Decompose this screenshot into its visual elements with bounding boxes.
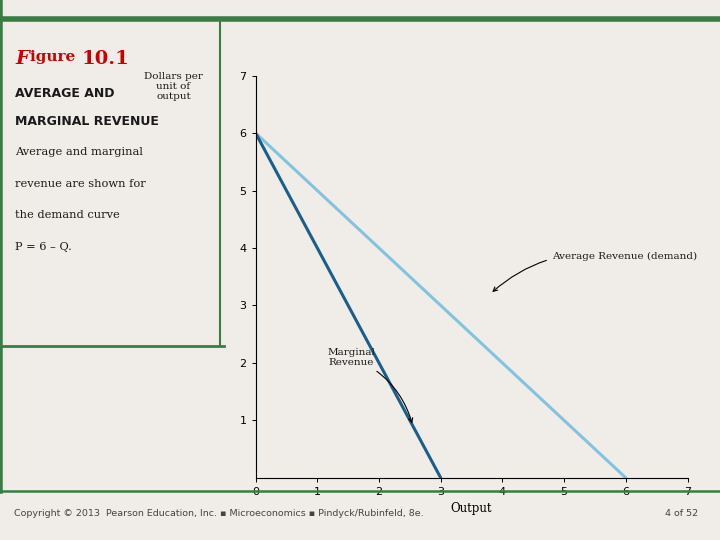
X-axis label: Output: Output <box>451 503 492 516</box>
Text: igure: igure <box>30 50 86 64</box>
Text: P = 6 – Q.: P = 6 – Q. <box>15 241 72 252</box>
Text: the demand curve: the demand curve <box>15 210 120 220</box>
Text: Average and marginal: Average and marginal <box>15 147 143 158</box>
Text: MARGINAL REVENUE: MARGINAL REVENUE <box>15 115 159 128</box>
Text: Copyright © 2013  Pearson Education, Inc. ▪ Microeconomics ▪ Pindyck/Rubinfeld, : Copyright © 2013 Pearson Education, Inc.… <box>14 509 424 517</box>
Text: F: F <box>15 50 30 69</box>
Text: Marginal
Revenue: Marginal Revenue <box>328 348 413 422</box>
Text: AVERAGE AND: AVERAGE AND <box>15 87 115 100</box>
Text: 4 of 52: 4 of 52 <box>665 509 698 517</box>
Text: revenue are shown for: revenue are shown for <box>15 179 146 189</box>
Text: Dollars per
unit of
output: Dollars per unit of output <box>144 72 203 102</box>
Text: Average Revenue (demand): Average Revenue (demand) <box>493 252 697 291</box>
Text: 10.1: 10.1 <box>81 50 129 69</box>
